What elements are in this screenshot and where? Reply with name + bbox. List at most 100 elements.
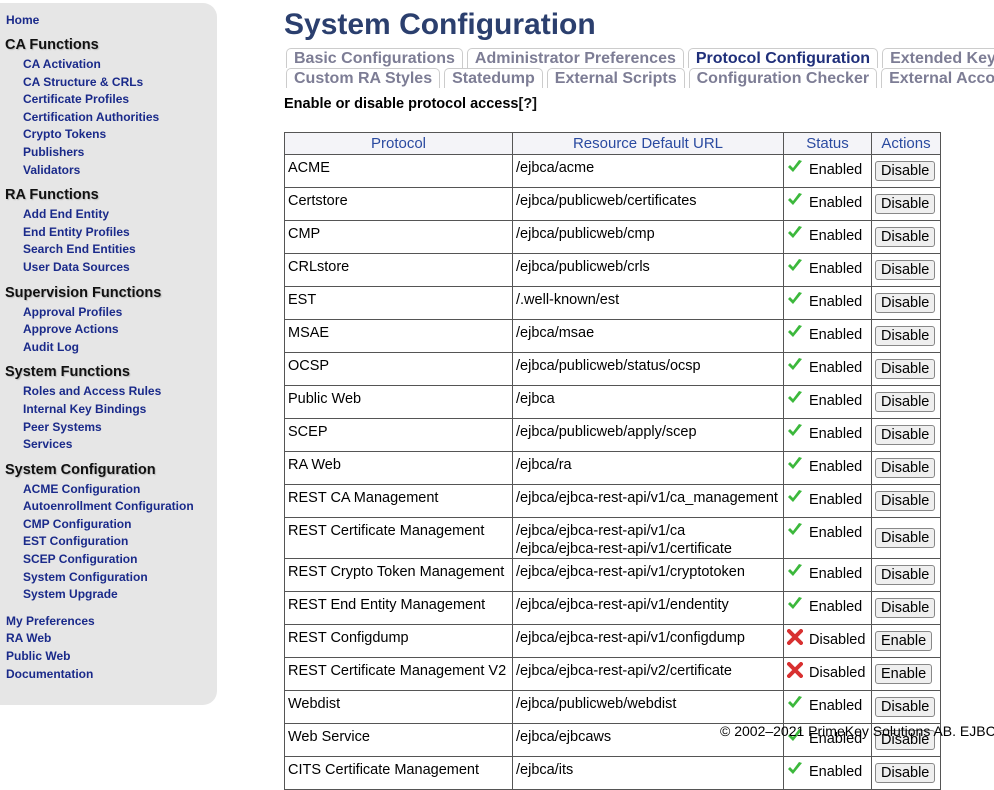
table-row: OCSP/ejbca/publicweb/status/ocsp Enabled D… xyxy=(284,352,941,386)
check-icon xyxy=(788,226,802,238)
check-icon xyxy=(788,523,802,535)
action-button[interactable]: Disable xyxy=(875,194,936,214)
nav-link[interactable]: End Entity Profiles xyxy=(23,224,130,239)
nav-link[interactable]: EST Configuration xyxy=(23,534,129,549)
action-button[interactable]: Enable xyxy=(875,631,933,651)
nav-link[interactable]: ACME Configuration xyxy=(23,481,141,496)
cross-icon xyxy=(787,662,803,678)
nav-link[interactable]: Validators xyxy=(23,162,81,177)
nav-link[interactable]: Roles and Access Rules xyxy=(23,384,162,399)
url-cell: /.well-known/est xyxy=(512,286,784,320)
nav-link[interactable]: CA Activation xyxy=(23,57,101,71)
action-button[interactable]: Disable xyxy=(875,359,936,379)
action-button[interactable]: Disable xyxy=(875,425,936,445)
protocol-cell: REST CA Management xyxy=(284,484,513,518)
tab[interactable]: Administrator Preferences xyxy=(466,48,684,68)
help-link[interactable]: [?] xyxy=(518,96,538,112)
nav-link[interactable]: SCEP Configuration xyxy=(23,552,138,567)
nav-link[interactable]: Public Web xyxy=(6,649,71,664)
url-text: /ejbca/ejbca-rest-api/v1/cryptotoken xyxy=(516,564,745,580)
protocol-cell: CITS Certificate Management xyxy=(284,756,513,790)
nav-link[interactable]: Peer Systems xyxy=(23,419,102,434)
status-text: Enabled xyxy=(809,566,863,582)
table-row: SCEP/ejbca/publicweb/apply/scep Enabled Di… xyxy=(284,418,941,452)
nav-link[interactable]: Certification Authorities xyxy=(23,109,160,124)
section-title: RA Functions xyxy=(5,187,99,204)
tab[interactable]: Statedump xyxy=(444,68,543,88)
table-row: CMP/ejbca/publicweb/cmp Enabled Disable xyxy=(284,220,941,254)
section-title: Supervision Functions xyxy=(5,284,162,301)
action-button[interactable]: Disable xyxy=(875,598,936,618)
url-cell: /ejbca/publicweb/status/ocsp xyxy=(512,352,784,386)
nav-link[interactable]: Publishers xyxy=(23,144,85,159)
status-text: Disabled xyxy=(809,665,866,681)
header-row: Protocol Resource Default URL Status Action… xyxy=(284,132,941,155)
spacer xyxy=(0,604,217,613)
nav-link[interactable]: CMP Configuration xyxy=(23,516,132,531)
nav-link[interactable]: Services xyxy=(23,437,73,452)
nav-link[interactable]: Search End Entities xyxy=(23,242,136,257)
nav-link[interactable]: Internal Key Bindings xyxy=(23,401,147,416)
nav-link[interactable]: My Preferences xyxy=(6,613,95,628)
table-row: REST Configdump/ejbca/ejbca-rest-api/v1/… xyxy=(284,624,941,658)
status-cell: Disabled xyxy=(783,624,872,658)
status-cell: Enabled xyxy=(783,690,872,724)
action-button[interactable]: Disable xyxy=(875,161,936,181)
cross-icon xyxy=(787,629,803,645)
url-cell: /ejbca/ejbca-rest-api/v1/ca_management xyxy=(512,484,784,518)
nav-link[interactable]: CA Structure & CRLs xyxy=(23,74,144,89)
nav-link[interactable]: RA Web xyxy=(6,631,52,646)
table-row: Web Service/ejbca/ejbcaws Enabled Disable xyxy=(284,723,941,757)
status-text: Enabled xyxy=(809,195,863,211)
tab[interactable]: External Acco xyxy=(881,68,994,88)
status-cell: Enabled xyxy=(783,723,872,757)
check-icon xyxy=(788,193,802,205)
check-icon xyxy=(788,762,802,774)
sidebar-menu: CA Functions CA Activation CA Structure & … xyxy=(0,29,217,683)
action-button[interactable]: Disable xyxy=(875,326,936,346)
action-button[interactable]: Disable xyxy=(875,260,936,280)
nav-link[interactable]: Add End Entity xyxy=(23,207,109,222)
action-cell: Disable xyxy=(871,187,941,221)
action-cell: Disable xyxy=(871,517,941,559)
action-button[interactable]: Disable xyxy=(875,491,936,511)
action-button[interactable]: Disable xyxy=(875,730,936,750)
nav-link[interactable]: Crypto Tokens xyxy=(23,127,107,142)
tab[interactable]: External Scripts xyxy=(546,68,685,88)
nav-link[interactable]: Certificate Profiles xyxy=(23,92,130,107)
page: Home CA Functions CA Activation CA Structu… xyxy=(0,3,994,790)
nav-link[interactable]: Approve Actions xyxy=(23,322,119,337)
url-cell: /ejbca/ejbca-rest-api/v1/configdump xyxy=(512,624,784,658)
action-button[interactable]: Disable xyxy=(875,565,936,585)
action-button[interactable]: Disable xyxy=(875,763,936,783)
tab[interactable]: Extended Key xyxy=(882,48,994,68)
nav-link[interactable]: Documentation xyxy=(6,666,94,681)
url-text: /ejbca/publicweb/crls xyxy=(516,259,650,275)
action-button[interactable]: Disable xyxy=(875,293,936,313)
nav-link[interactable]: System Configuration xyxy=(23,569,148,584)
action-button[interactable]: Disable xyxy=(875,528,936,548)
tab-row: Basic Configurations Administrator Prefer… xyxy=(286,48,994,68)
home-link[interactable]: Home xyxy=(6,13,40,27)
action-button[interactable]: Disable xyxy=(875,392,936,412)
action-button[interactable]: Disable xyxy=(875,227,936,247)
protocol-table: Protocol Resource Default URL Status Action… xyxy=(284,132,941,790)
action-cell: Disable xyxy=(871,154,941,188)
action-button[interactable]: Disable xyxy=(875,697,936,717)
table-row: MSAE/ejbca/msae Enabled Disable xyxy=(284,319,941,353)
nav-link[interactable]: System Upgrade xyxy=(23,587,118,602)
action-button[interactable]: Disable xyxy=(875,458,936,478)
protocol-cell: Public Web xyxy=(284,385,513,419)
nav-link[interactable]: Autoenrollment Configuration xyxy=(23,499,194,514)
action-button[interactable]: Enable xyxy=(875,664,933,684)
table-row: Public Web/ejbca Enabled Disable xyxy=(284,385,941,419)
url-text: /.well-known/est xyxy=(516,292,620,308)
nav-link[interactable]: Approval Profiles xyxy=(23,304,123,319)
status-text: Enabled xyxy=(809,764,863,780)
tab[interactable]: Custom RA Styles xyxy=(286,68,441,88)
nav-link[interactable]: User Data Sources xyxy=(23,259,130,274)
tab[interactable]: Basic Configurations xyxy=(286,48,463,68)
tab[interactable]: Protocol Configuration xyxy=(687,48,879,68)
nav-link[interactable]: Audit Log xyxy=(23,339,79,354)
tab[interactable]: Configuration Checker xyxy=(688,68,878,88)
